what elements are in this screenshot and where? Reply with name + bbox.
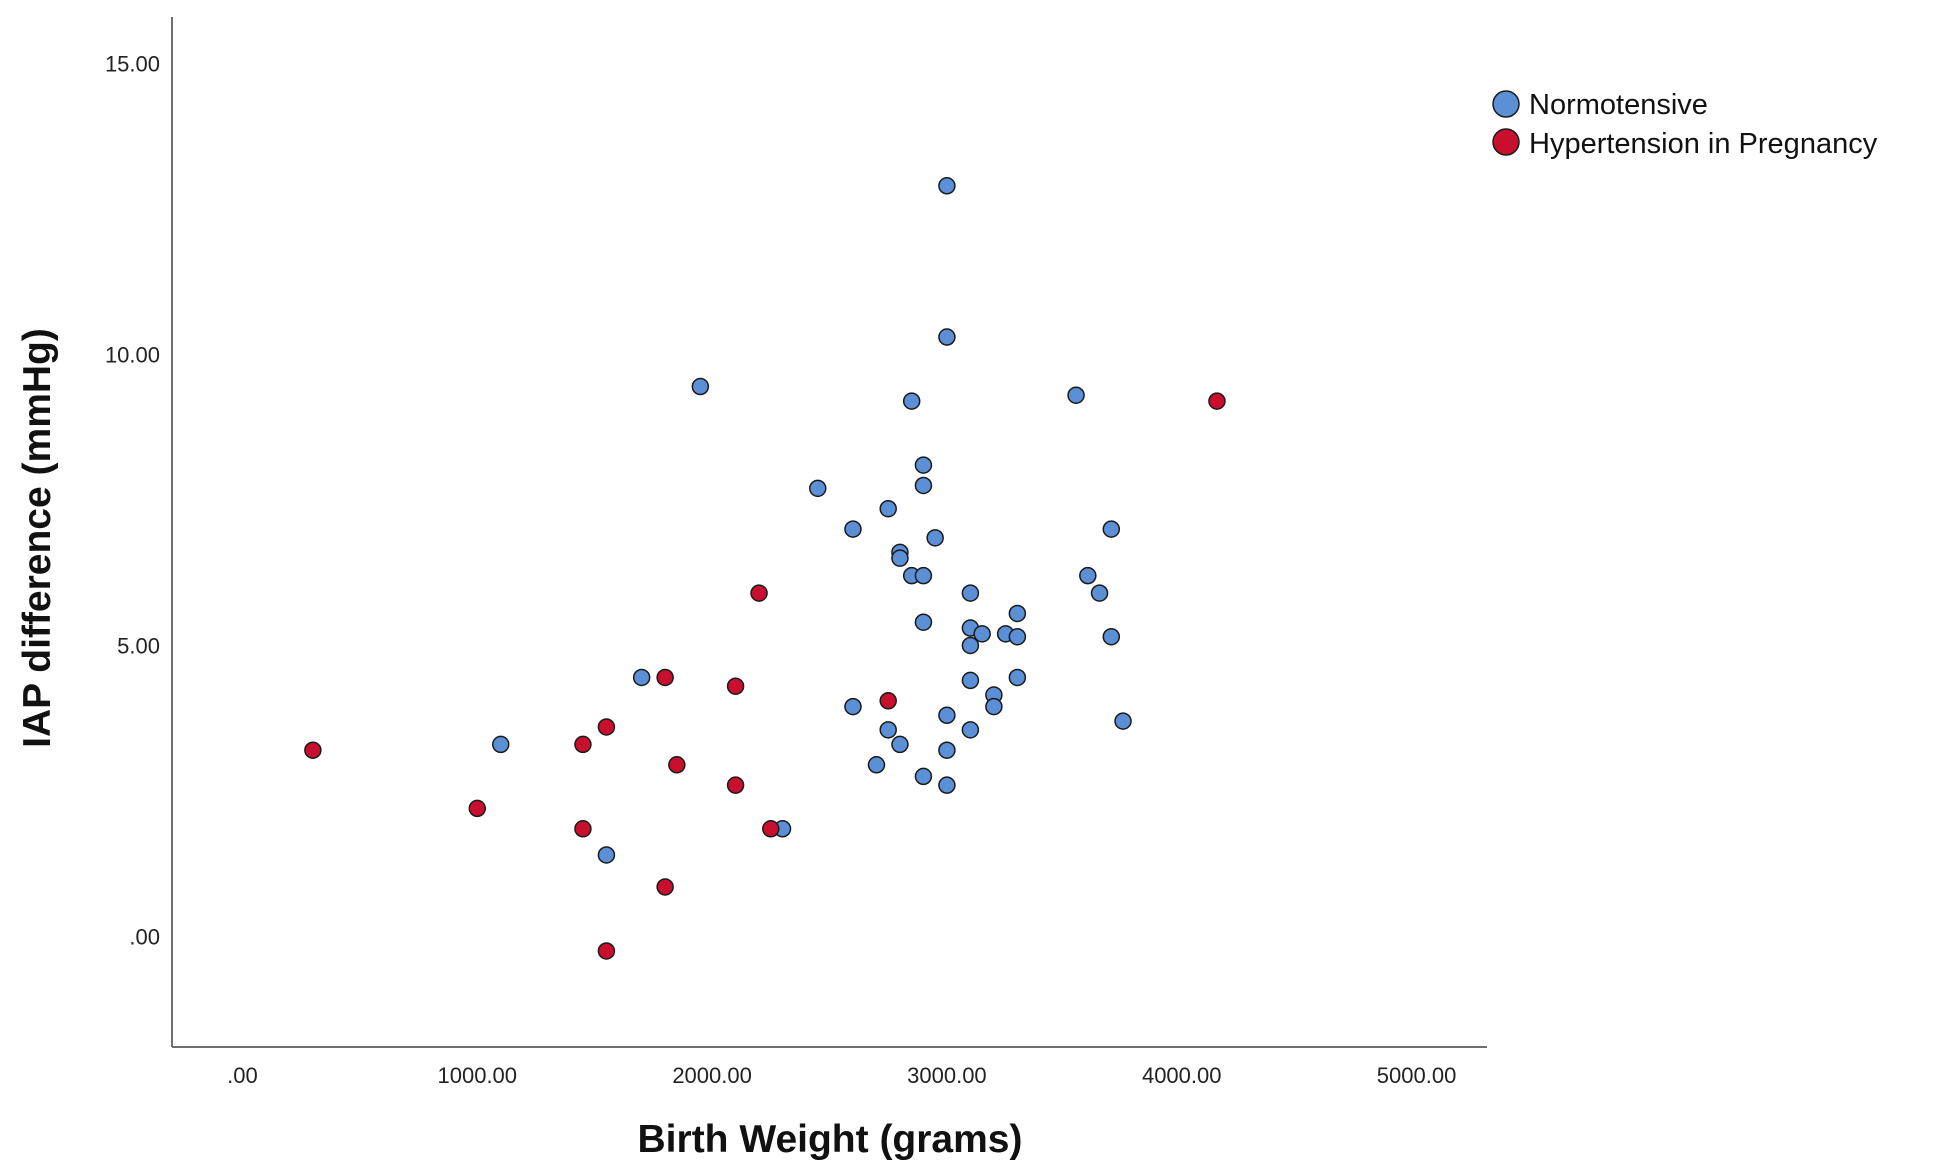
legend: Normotensive Hypertension in Pregnancy [1492,89,1878,160]
normotensive-point [938,328,956,346]
y-tick-label: 5.00 [117,633,160,658]
normotensive-point [961,636,980,655]
x-axis-title: Birth Weight (grams) [638,1118,1023,1161]
hypertension-point [762,820,780,838]
hypertension-point [597,942,616,960]
hypertension-point [668,756,686,774]
normotensive-point [844,520,862,538]
normotensive-point [914,456,933,474]
normotensive-point [914,613,933,631]
normotensive-point [891,735,909,754]
hypertension-point [574,820,592,838]
x-tick-labels: .00 1000.00 2000.00 3000.00 4000.00 5000.00 [227,1063,1456,1088]
y-tick-label: .00 [129,924,160,949]
normotensive-point [938,706,956,725]
x-tick-label: 4000.00 [1142,1063,1222,1088]
normotensive-point [1079,566,1097,585]
x-tick-label: 5000.00 [1377,1063,1457,1088]
y-axis-title: IAP difference (mmHg) [16,328,59,748]
normotensive-point [597,846,616,864]
hypertension-point [574,735,592,754]
normotensive-point [902,392,921,410]
legend-marker-normotensive [1492,90,1520,118]
normotensive-point [961,721,980,739]
hypertension-point [656,878,674,896]
normotensive-point [985,697,1003,716]
normotensive-point [938,177,956,195]
normotensive-point [938,776,956,794]
normotensive-point [1090,584,1109,602]
normotensive-point [914,566,933,585]
normotensive-point [844,697,862,716]
normotensive-point [961,584,980,602]
normotensive-point [938,741,956,759]
normotensive-point [1008,668,1027,687]
hypertension-point [1208,392,1226,410]
normotensive-point [1102,627,1121,646]
normotensive-point [914,767,933,786]
legend-label-hypertension: Hypertension in Pregnancy [1529,128,1878,160]
hypertension-point [656,668,674,687]
normotensive-point [492,735,510,754]
hypertension-point [879,692,897,710]
normotensive-point [632,668,651,687]
normotensive-point [1008,627,1027,646]
y-tick-labels: .00 5.00 10.00 15.00 [105,52,160,950]
hypertension-point [597,718,616,736]
data-points [304,177,1226,960]
normotensive-point [879,499,897,518]
hypertension-point [304,741,322,759]
hypertension-point [750,584,768,602]
legend-label-normotensive: Normotensive [1529,89,1708,121]
x-tick-label: .00 [227,1063,258,1088]
x-tick-label: 3000.00 [907,1063,987,1088]
normotensive-point [1008,604,1027,623]
x-tick-label: 1000.00 [438,1063,518,1088]
normotensive-point [973,625,991,643]
normotensive-point [1102,520,1121,538]
normotensive-point [914,476,933,495]
hypertension-point [726,776,745,794]
normotensive-point [926,529,944,547]
normotensive-point [691,377,710,396]
hypertension-point [468,799,487,818]
y-tick-label: 10.00 [105,343,160,368]
y-tick-label: 15.00 [105,52,160,77]
normotensive-point [1067,386,1085,404]
normotensive-point [961,671,980,690]
normotensive-point [1114,712,1132,730]
x-tick-label: 2000.00 [672,1063,752,1088]
normotensive-point [879,721,897,739]
hypertension-point [726,677,745,695]
axes [171,17,1487,1048]
legend-marker-hypertension [1492,128,1520,156]
normotensive-point [891,549,909,567]
normotensive-point [867,756,886,774]
normotensive-point [809,479,827,498]
